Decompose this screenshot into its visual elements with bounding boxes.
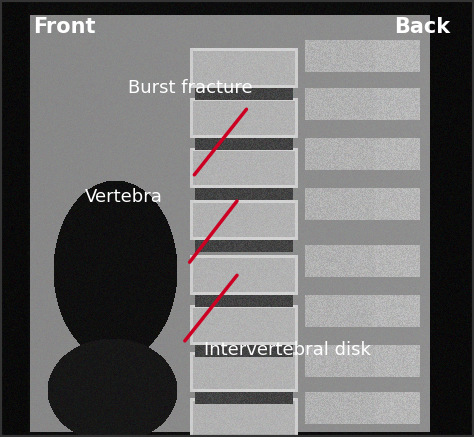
Text: Front: Front xyxy=(33,17,96,38)
Text: Intervertebral disk: Intervertebral disk xyxy=(204,341,371,359)
Text: Burst fracture: Burst fracture xyxy=(128,79,253,97)
Text: Vertebra: Vertebra xyxy=(85,188,163,206)
Text: Back: Back xyxy=(394,17,450,38)
